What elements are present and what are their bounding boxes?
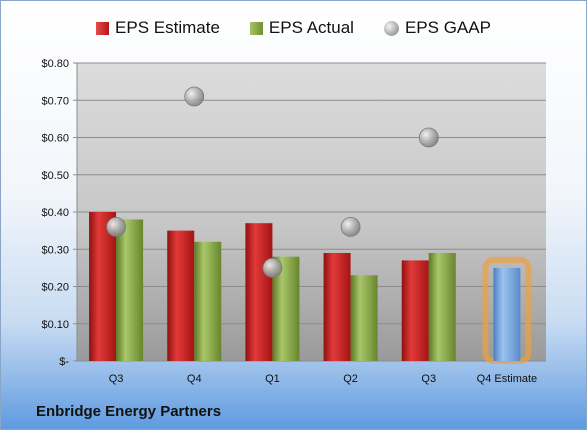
- y-tick-label: $0.10: [41, 319, 69, 331]
- legend-swatch-actual: [249, 21, 263, 35]
- bar-eps-actual: [194, 241, 222, 361]
- bar-q4-estimate: [493, 267, 521, 361]
- x-tick-label: Q3: [421, 373, 436, 385]
- bar-eps-estimate: [89, 212, 117, 361]
- legend-swatch-estimate: [96, 21, 110, 35]
- bar-eps-actual: [350, 275, 378, 361]
- bar-eps-estimate: [245, 223, 273, 361]
- marker-eps-gaap: [340, 216, 361, 237]
- y-tick-label: $0.70: [41, 95, 69, 107]
- y-tick-label: $0.30: [41, 244, 69, 256]
- x-tick-label: Q3: [109, 373, 124, 385]
- legend: EPS Estimate EPS Actual EPS GAAP: [1, 18, 586, 38]
- x-tick-label: Q4 Estimate: [477, 373, 538, 385]
- marker-eps-gaap: [418, 127, 439, 148]
- bar-eps-actual: [428, 252, 456, 361]
- x-tick-label: Q1: [265, 373, 280, 385]
- legend-item-actual: EPS Actual: [249, 18, 354, 38]
- y-tick-label: $-: [59, 356, 69, 368]
- bar-eps-estimate: [167, 230, 195, 361]
- x-tick-label: Q2: [343, 373, 358, 385]
- x-tick-label: Q4: [187, 373, 202, 385]
- legend-label-actual: EPS Actual: [268, 18, 354, 37]
- marker-eps-gaap: [262, 257, 283, 278]
- y-tick-label: $0.60: [41, 133, 69, 145]
- legend-item-estimate: EPS Estimate: [96, 18, 220, 38]
- eps-chart: $- $0.10 $0.20 $0.30 $0.40 $0.50 $0.60 $0.70 $0.…: [41, 58, 546, 385]
- company-name: Enbridge Energy Partners: [36, 403, 222, 420]
- marker-eps-gaap: [184, 86, 205, 107]
- bar-eps-estimate: [401, 260, 429, 361]
- y-tick-label: $0.50: [41, 170, 69, 182]
- bar-eps-estimate: [323, 252, 351, 361]
- legend-swatch-gaap: [383, 20, 399, 36]
- y-tick-label: $0.20: [41, 282, 69, 294]
- legend-label-gaap: EPS GAAP: [404, 18, 491, 37]
- y-tick-label: $0.40: [41, 207, 69, 219]
- marker-eps-gaap: [106, 216, 126, 237]
- legend-item-gaap: EPS GAAP: [383, 18, 491, 38]
- legend-label-estimate: EPS Estimate: [115, 18, 220, 37]
- bar-eps-actual: [116, 219, 144, 361]
- y-tick-label: $0.80: [41, 58, 69, 70]
